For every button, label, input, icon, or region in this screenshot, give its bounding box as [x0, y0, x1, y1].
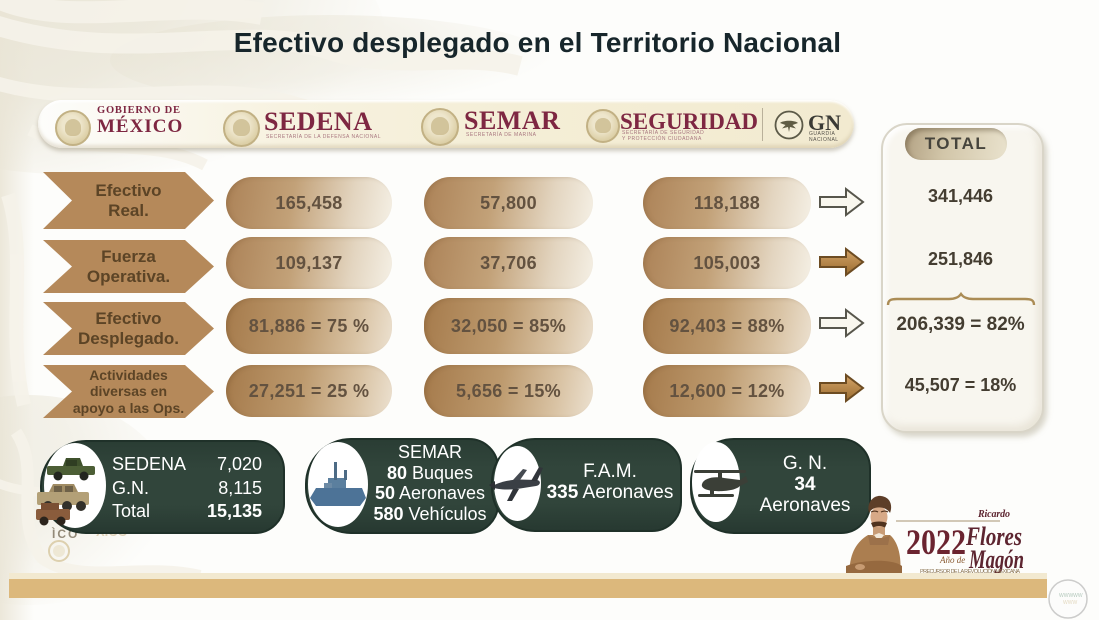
svg-text:Flores: Flores: [965, 522, 1022, 551]
svg-text:Ricardo: Ricardo: [977, 509, 1010, 520]
svg-text:Año de: Año de: [939, 555, 965, 565]
svg-text:Magón: Magón: [968, 545, 1024, 574]
svg-text:WWWWW: WWWWW: [1059, 593, 1083, 599]
svg-text:PRECURSOR DE LA REVOLUCIÓN MEX: PRECURSOR DE LA REVOLUCIÓN MEXICANA: [920, 568, 1020, 575]
svg-text:2022: 2022: [906, 522, 966, 562]
svg-text:WWW: WWW: [1063, 600, 1077, 606]
